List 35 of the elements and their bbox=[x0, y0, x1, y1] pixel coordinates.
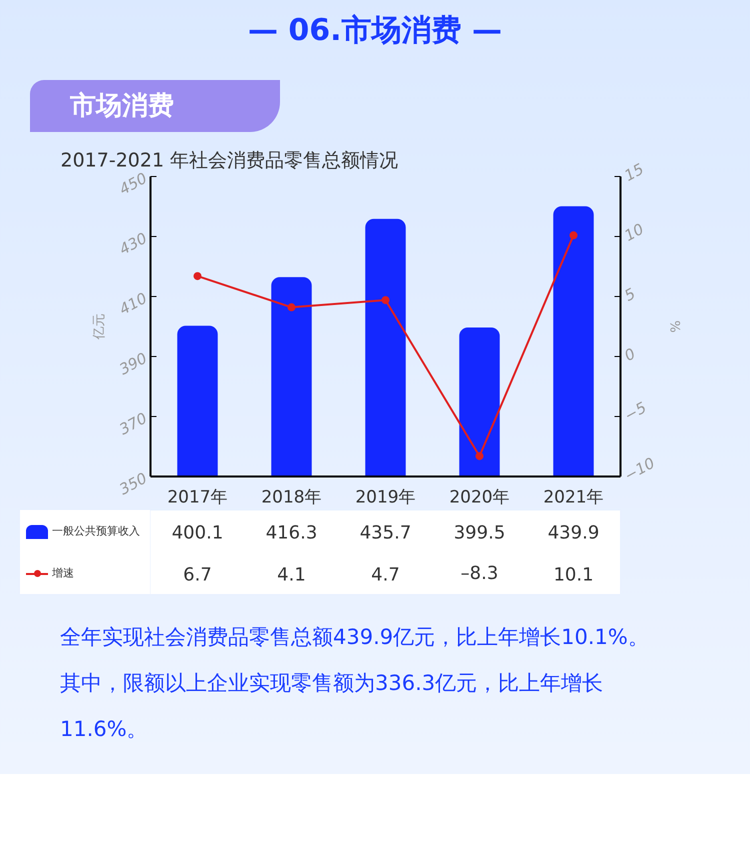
y2-tick-label: 10 bbox=[621, 220, 647, 245]
x-tick-label: 2021年 bbox=[543, 488, 604, 508]
x-tick-label: 2019年 bbox=[355, 488, 416, 508]
data-label: –8.3 bbox=[460, 563, 498, 584]
data-label: 435.7 bbox=[360, 522, 412, 544]
text: 全年实现社会消费品零售总额439.9亿元，比上年增长10.1%。其中，限额以上企业实现零售额为336.3亿元，比上年增长11.6%。 bbox=[60, 624, 650, 743]
data-label: 6.7 bbox=[183, 564, 212, 586]
data-label: 400.1 bbox=[172, 522, 224, 544]
y2-tick-label: 5 bbox=[621, 284, 638, 305]
data-label: 416.3 bbox=[266, 522, 318, 544]
y2-tick-label: −5 bbox=[621, 398, 650, 425]
data-label: 4.7 bbox=[371, 564, 400, 586]
y-tick-label: 390 bbox=[116, 349, 150, 379]
y2-tick-label: 15 bbox=[621, 160, 647, 185]
data-label: 399.5 bbox=[454, 522, 506, 544]
data-label: 4.1 bbox=[277, 564, 306, 586]
y-tick-label: 410 bbox=[116, 289, 150, 319]
text: — 06.市场消费 — bbox=[246, 12, 504, 50]
y2-tick-label: 0 bbox=[621, 344, 638, 365]
data-label: 10.1 bbox=[553, 564, 594, 586]
y-tick-label: 430 bbox=[116, 229, 150, 259]
x-tick-label: 2018年 bbox=[261, 488, 322, 508]
y-axis-title: 亿元 bbox=[92, 314, 108, 340]
legend-label: 增速 bbox=[52, 566, 74, 580]
text: 市场消费 bbox=[30, 80, 280, 132]
x-tick-label: 2020年 bbox=[449, 488, 510, 508]
y-tick-label: 450 bbox=[116, 169, 150, 199]
y-tick-label: 350 bbox=[116, 469, 150, 499]
chart-title: 2017-2021 年社会消费品零售总额情况 bbox=[60, 150, 398, 172]
legend-label: 一般公共预算收入 bbox=[52, 524, 140, 538]
y-tick-label: 370 bbox=[116, 409, 150, 439]
data-label: 439.9 bbox=[548, 522, 600, 544]
x-tick-label: 2017年 bbox=[167, 488, 228, 508]
y2-tick-label: −10 bbox=[621, 454, 658, 485]
y2-axis-title: % bbox=[666, 320, 682, 333]
